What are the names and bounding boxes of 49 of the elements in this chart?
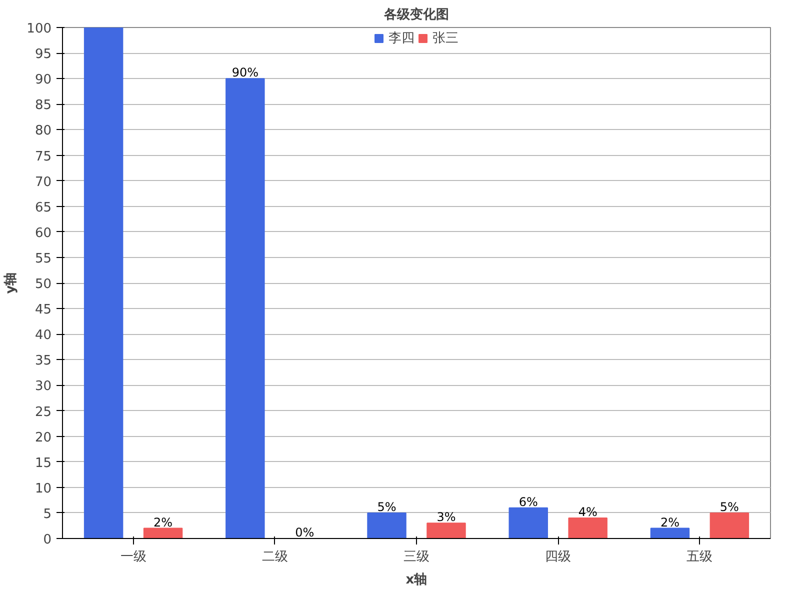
y-tick-label: 80	[34, 124, 52, 139]
data-label: 4%	[578, 505, 598, 520]
x-tick-label: 三级	[404, 550, 430, 564]
y-tick-label: 25	[34, 404, 52, 420]
y-axis-title: y轴	[4, 272, 19, 294]
data-label: 5%	[720, 500, 739, 514]
y-tick-label: 0	[43, 532, 52, 548]
y-tick-label: 60	[34, 226, 52, 241]
y-tick-label: 20	[34, 430, 52, 446]
y-tick-label: 70	[34, 174, 52, 190]
y-tick-label: 75	[34, 149, 52, 164]
y-tick-label: 45	[34, 302, 52, 318]
x-tick-label: 四级	[545, 550, 572, 564]
x-tick-label: 五级	[686, 550, 713, 564]
y-tick-label: 10	[34, 481, 52, 496]
bar	[426, 522, 466, 538]
y-tick-label: 5	[43, 506, 52, 522]
y-tick-label: 90	[34, 72, 52, 88]
legend-label: 张三	[432, 30, 458, 47]
y-tick-label: 15	[34, 456, 52, 471]
x-tick-label: 一级	[120, 550, 146, 564]
chart-title: 各级变化图	[383, 6, 449, 22]
data-label: 3%	[436, 510, 456, 524]
bar	[226, 78, 265, 538]
bar	[84, 28, 124, 538]
bar	[568, 518, 608, 538]
y-tick-label: 50	[34, 277, 52, 292]
data-label: 2%	[660, 515, 680, 530]
data-label: 90%	[232, 66, 258, 80]
bar	[367, 512, 406, 538]
bar	[143, 528, 183, 538]
bar	[710, 512, 750, 538]
bar	[508, 507, 548, 538]
data-label: 5%	[377, 500, 396, 514]
y-tick-label: 30	[34, 379, 52, 394]
y-tick-label: 55	[34, 251, 52, 266]
data-label: 6%	[518, 494, 538, 509]
data-label: 2%	[154, 515, 173, 530]
y-tick-label: 35	[34, 354, 52, 369]
y-tick-label: 40	[34, 328, 52, 344]
x-tick-label: 二级	[262, 550, 288, 564]
y-tick-label: 95	[34, 47, 52, 62]
legend-label: 李四	[388, 30, 414, 47]
data-label: 0%	[295, 526, 314, 540]
bar	[650, 528, 690, 538]
y-tick-label: 85	[34, 98, 52, 114]
y-tick-label: 100	[26, 22, 52, 36]
x-axis-title: x轴	[406, 572, 428, 588]
y-tick-label: 65	[34, 200, 52, 216]
